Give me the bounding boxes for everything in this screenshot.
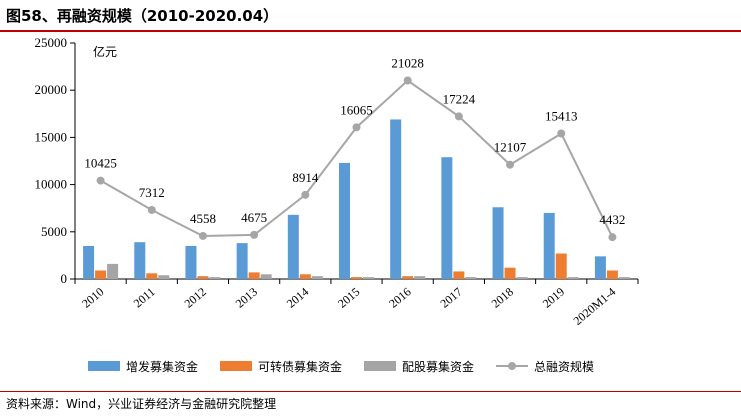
chart-line (96, 76, 617, 242)
bar-convertible (146, 273, 158, 279)
bar-convertible (453, 271, 465, 279)
legend-label-total: 总融资规模 (534, 359, 595, 374)
bar-convertible (351, 277, 362, 279)
x-tick-label: 2010 (79, 285, 106, 311)
chart-axes: 0 5000 10000 15000 20000 25000 亿元 2010 2011 2012 2… (35, 35, 639, 328)
total-point (557, 129, 566, 138)
bar-convertible (95, 270, 107, 279)
legend-item-convertible: 可转债募集资金 (220, 358, 342, 375)
total-point (608, 233, 617, 242)
title-rule (0, 30, 741, 32)
x-tick-label: 2016 (386, 285, 413, 311)
bar-additional (134, 242, 146, 279)
bar-additional (543, 212, 555, 279)
chart-bars (83, 119, 630, 280)
bar-convertible (606, 270, 618, 279)
source-note: 资料来源：Wind，兴业证券经济与金融研究院整理 (6, 397, 277, 411)
bar-rights (414, 276, 426, 279)
bar-convertible (555, 253, 567, 279)
y-unit-label: 亿元 (93, 44, 117, 59)
bar-rights (158, 275, 170, 279)
bar-additional (339, 162, 350, 279)
total-data-label: 4675 (241, 210, 267, 225)
legend-swatch-convertible (220, 361, 253, 371)
legend-swatch-additional (88, 361, 120, 371)
total-point (147, 205, 156, 214)
bar-convertible (504, 267, 516, 279)
total-data-label: 8914 (292, 170, 319, 185)
bar-rights (260, 274, 272, 279)
legend: 增发募集资金 可转债募集资金 配股募集资金 总融资规模 (88, 356, 616, 376)
total-data-label: 4432 (599, 212, 625, 227)
total-data-label: 17224 (443, 91, 476, 106)
bar-additional (390, 119, 402, 280)
legend-label-additional: 增发募集资金 (126, 359, 199, 374)
source-rule (0, 391, 741, 392)
bar-rights (311, 276, 323, 279)
y-tick-label: 20000 (35, 82, 68, 97)
total-data-label: 10425 (84, 156, 117, 171)
bar-rights (618, 277, 630, 279)
x-tick-label: 2015 (335, 285, 362, 311)
bar-additional (492, 207, 504, 279)
legend-label-rights: 配股募集资金 (402, 359, 475, 374)
y-tick-label: 15000 (35, 129, 68, 144)
x-tick-label: 2011 (131, 285, 158, 311)
x-tick-label: 2018 (489, 285, 516, 311)
total-data-label: 21028 (391, 55, 424, 70)
total-data-label: 12107 (494, 140, 527, 155)
bar-additional (441, 157, 453, 279)
bar-additional (185, 245, 197, 279)
bar-convertible (402, 276, 414, 279)
total-point (352, 123, 361, 132)
legend-label-convertible: 可转债募集资金 (258, 359, 343, 374)
total-data-label: 15413 (545, 109, 578, 124)
legend-swatch-total (496, 361, 529, 371)
total-data-label: 7312 (139, 185, 165, 200)
total-point (301, 190, 310, 199)
y-tick-label: 5000 (41, 224, 67, 239)
total-point (96, 176, 105, 185)
y-tick-label: 25000 (35, 35, 68, 50)
x-tick-label: 2013 (233, 285, 260, 311)
figure-title: 图58、再融资规模（2010-2020.04） (6, 7, 279, 25)
bar-additional (236, 243, 248, 279)
total-data-label: 16065 (340, 102, 373, 117)
legend-item-rights: 配股募集资金 (364, 358, 474, 375)
legend-swatch-rights (364, 361, 397, 371)
y-tick-label: 0 (61, 271, 68, 286)
bar-additional (83, 245, 95, 279)
x-tick-label: 2012 (181, 285, 208, 311)
bar-rights (107, 263, 119, 279)
x-tick-label: 2020M1-4 (571, 285, 619, 328)
total-point (506, 160, 515, 169)
bar-additional (287, 214, 299, 279)
x-tick-label: 2017 (437, 285, 464, 311)
y-tick-label: 10000 (35, 177, 68, 192)
bar-convertible (299, 274, 311, 279)
x-tick-label: 2014 (284, 285, 311, 311)
bar-rights (363, 277, 374, 279)
legend-item-total: 总融资规模 (496, 358, 594, 375)
total-point (454, 112, 463, 121)
legend-item-additional: 增发募集资金 (88, 358, 198, 375)
chart-labels: 10425 7312 4558 4675 8914 16065 21028 17224 1210… (84, 55, 625, 227)
x-tick-label: 2019 (540, 285, 567, 311)
total-point (250, 230, 259, 239)
bar-additional (594, 256, 606, 279)
total-point (403, 76, 412, 85)
total-data-label: 4558 (190, 211, 216, 226)
chart-canvas: 0 5000 10000 15000 20000 25000 亿元 2010 2011 2012 2… (35, 35, 639, 328)
bar-rights (209, 277, 221, 279)
bar-rights (516, 277, 528, 279)
bar-rights (465, 277, 477, 279)
bar-rights (567, 277, 579, 279)
bar-convertible (197, 276, 209, 279)
total-point (198, 231, 207, 240)
bar-convertible (248, 272, 260, 279)
